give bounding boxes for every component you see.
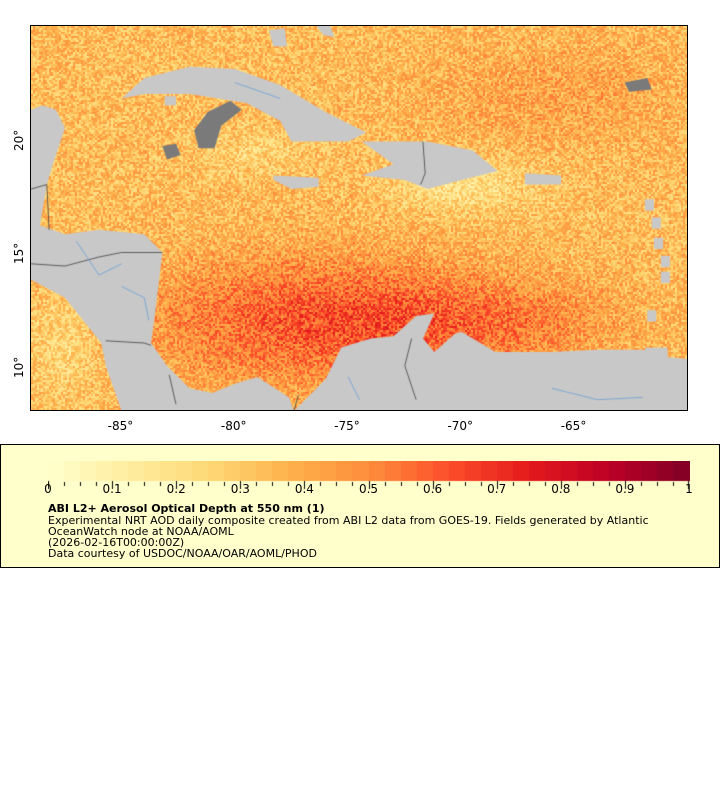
y-tick-label: 10° [12,356,26,378]
colorbar-tick-label: 0.8 [551,482,571,496]
legend-title: ABI L2+ Aerosol Optical Depth at 550 nm … [48,502,325,515]
colorbar [48,461,690,497]
y-tick-label: 15° [12,243,26,265]
x-tick-label: -80° [220,419,247,433]
x-tick-label: -70° [447,419,474,433]
colorbar-tick-label: 0.3 [230,482,250,496]
colorbar-tick-label: 0.4 [294,482,314,496]
colorbar-tick-label: 0.6 [423,482,443,496]
colorbar-tick-label: 0.1 [102,482,122,496]
map-frame [30,25,688,411]
legend-description-2: OceanWatch node at NOAA/AOML [48,525,234,538]
colorbar-tick-label: 0.9 [615,482,635,496]
x-tick-label: -85° [107,419,134,433]
colorbar-tick-label: 0.5 [358,482,379,496]
x-tick-label: -75° [334,419,360,433]
legend-time: (2026-02-16T00:00:00Z) [48,536,185,549]
legend-credit: Data courtesy of USDOC/NOAA/OAR/AOML/PHO… [48,547,317,560]
legend-panel: 0 0.1 0.2 0.3 0.4 0.5 0.6 0.7 0.8 0.9 1 ABI L2+ Ae… [0,444,720,568]
legend-description-1: Experimental NRT AOD daily composite cre… [48,514,649,527]
y-tick-label: 20° [12,129,26,152]
x-tick-label: -65° [560,419,587,433]
aod-map [31,26,688,411]
colorbar-tick-label: 1 [685,482,693,496]
colorbar-tick-label: 0.2 [166,482,186,496]
colorbar-tick-label: 0.7 [487,482,507,496]
colorbar-tick-label: 0 [44,482,52,496]
